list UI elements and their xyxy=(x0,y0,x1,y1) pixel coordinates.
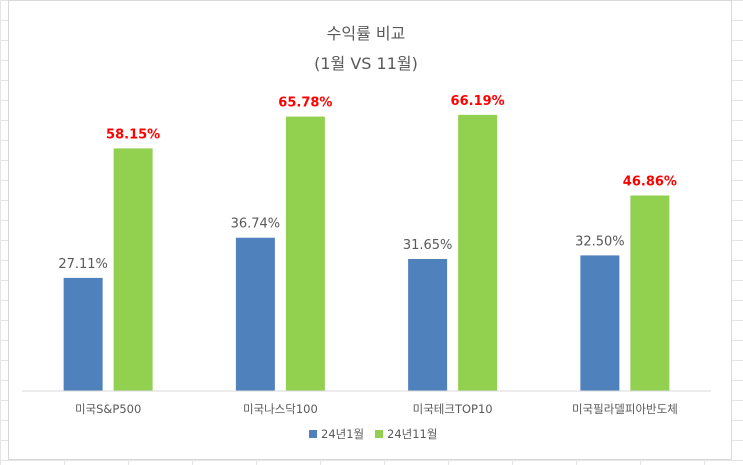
bar-jan[interactable] xyxy=(408,258,448,391)
bar-jan[interactable] xyxy=(63,277,103,391)
x-tick-label: 미국테크TOP10 xyxy=(413,402,493,416)
chart-area[interactable]: 수익률 비교 (1월 VS 11월) 27.11% 58.15% 미국S&P500 3… xyxy=(8,0,732,460)
bar-nov[interactable] xyxy=(113,148,153,391)
data-label: 65.78% xyxy=(278,96,332,111)
data-label: 58.15% xyxy=(106,127,160,142)
chart-title: 수익률 비교 xyxy=(327,24,406,43)
bar-nov[interactable] xyxy=(458,114,498,392)
legend: 24년1월 24년11월 xyxy=(309,427,437,441)
bar-nov[interactable] xyxy=(630,195,670,391)
legend-label: 24년1월 xyxy=(321,427,364,441)
data-label: 27.11% xyxy=(58,257,108,272)
data-label: 32.50% xyxy=(575,234,625,249)
data-label: 46.86% xyxy=(623,175,677,190)
data-label: 31.65% xyxy=(403,238,453,253)
legend-label: 24년11월 xyxy=(387,427,437,441)
bar-nov[interactable] xyxy=(285,116,325,391)
legend-swatch xyxy=(375,430,383,438)
data-label: 66.19% xyxy=(451,94,505,109)
chart-subtitle: (1월 VS 11월) xyxy=(314,54,418,73)
data-label: 36.74% xyxy=(231,217,281,232)
x-tick-label: 미국나스닥100 xyxy=(243,402,318,416)
chart-svg: 수익률 비교 (1월 VS 11월) 27.11% 58.15% 미국S&P500 3… xyxy=(22,24,711,441)
bar-jan[interactable] xyxy=(580,255,620,391)
x-tick-label: 미국필라델피아반도체 xyxy=(572,402,678,416)
bar-jan[interactable] xyxy=(235,237,275,391)
x-tick-label: 미국S&P500 xyxy=(75,402,141,416)
plot-area: 27.11% 58.15% 미국S&P500 36.74% 65.78% 미국나스닥100… xyxy=(58,94,677,416)
legend-swatch xyxy=(309,430,317,438)
